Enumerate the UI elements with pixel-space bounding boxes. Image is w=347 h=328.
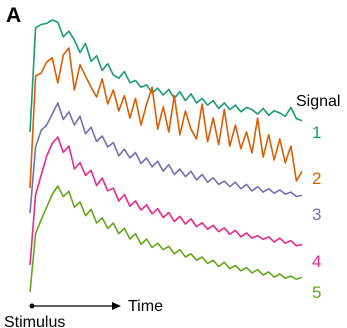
time-axis-label: Time xyxy=(128,298,163,315)
signal-trace-5 xyxy=(29,185,303,293)
signal-trace-3 xyxy=(29,102,303,214)
time-axis-arrowhead xyxy=(112,302,121,310)
signal-trace-4 xyxy=(29,136,303,266)
legend-title: Signal xyxy=(296,93,340,110)
series-label-3: 3 xyxy=(312,205,321,224)
signal-trace-1 xyxy=(29,19,303,133)
panel-label: A xyxy=(6,4,21,27)
series-labels: 1 2 3 4 5 xyxy=(312,123,321,302)
series-label-5: 5 xyxy=(312,283,321,302)
signal-trace-2 xyxy=(29,47,303,189)
stimulus-label: Stimulus xyxy=(4,314,65,328)
trace-group xyxy=(29,19,303,293)
series-label-1: 1 xyxy=(312,123,321,142)
series-label-4: 4 xyxy=(312,252,321,271)
series-label-2: 2 xyxy=(312,169,321,188)
